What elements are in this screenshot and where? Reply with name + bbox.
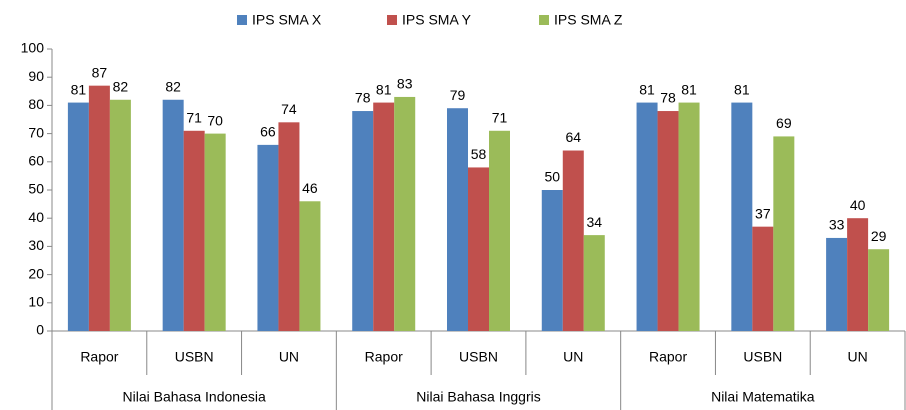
y-tick-label: 80 [28,96,44,112]
bar [352,111,374,331]
bar [278,122,300,331]
group-label: Nilai Bahasa Indonesia [123,389,266,405]
y-tick-label: 60 [28,153,44,169]
bar [373,102,395,331]
y-tick-label: 30 [28,237,44,253]
data-label: 50 [544,169,560,185]
data-label: 46 [302,180,318,196]
x-tick-label: UN [847,349,867,365]
data-label: 78 [660,90,676,106]
bar [657,111,679,331]
data-label: 82 [113,78,129,94]
bar [583,235,605,331]
x-tick-label: Rapor [80,349,118,365]
data-label: 58 [471,146,487,162]
data-label: 81 [376,81,392,97]
y-tick-label: 70 [28,124,44,140]
legend-swatch [237,15,247,25]
bar [257,144,279,331]
x-tick-label: USBN [175,349,214,365]
bar [752,226,774,331]
data-label: 64 [565,129,581,145]
data-label: 79 [450,87,466,103]
y-tick-label: 100 [21,40,45,56]
data-label: 69 [776,115,792,131]
bar [468,167,489,331]
bar [109,99,131,331]
y-tick-label: 40 [28,209,44,225]
data-label: 29 [871,228,887,244]
bar [67,102,89,331]
data-label: 71 [492,109,508,125]
y-tick-label: 20 [28,265,44,281]
x-tick-label: USBN [459,349,498,365]
legend-swatch [387,15,397,25]
data-label: 34 [586,214,602,230]
bar [447,108,468,331]
x-tick-label: USBN [743,349,782,365]
group-label: Nilai Matematika [711,389,815,405]
y-tick-label: 10 [28,294,44,310]
y-tick-label: 0 [36,322,44,338]
bar [826,237,848,331]
data-label: 33 [829,217,845,233]
bar [678,102,700,331]
bar [162,99,184,331]
x-tick-label: Rapor [649,349,687,365]
x-tick-label: Rapor [365,349,403,365]
data-label: 81 [734,81,750,97]
y-tick-label: 90 [28,68,44,84]
data-label: 40 [850,197,866,213]
x-tick-label: UN [563,349,583,365]
legend-swatch [539,15,549,25]
bar [731,102,753,331]
bar [489,130,510,331]
data-label: 81 [71,81,87,97]
data-label: 66 [260,124,276,140]
data-label: 82 [165,78,181,94]
bar [773,136,795,331]
data-label: 37 [755,205,771,221]
group-label: Nilai Bahasa Inggris [416,389,541,405]
legend-label: IPS SMA Y [402,12,472,28]
data-label: 83 [397,76,413,92]
bar [183,130,205,331]
bar [847,218,869,331]
bar [868,249,890,331]
bar [636,102,658,331]
data-label: 71 [186,109,202,125]
y-tick-label: 50 [28,181,44,197]
data-label: 81 [681,81,697,97]
data-label: 87 [92,64,108,80]
bar [299,201,321,331]
data-label: 74 [281,101,297,117]
bar [541,190,563,331]
bar [394,96,416,331]
bar [204,133,226,331]
x-tick-label: UN [279,349,299,365]
legend-label: IPS SMA Z [554,12,623,28]
data-label: 81 [639,81,655,97]
legend-label: IPS SMA X [252,12,322,28]
data-label: 70 [207,112,223,128]
data-label: 78 [355,90,371,106]
bar [562,150,584,331]
bar [88,85,110,331]
